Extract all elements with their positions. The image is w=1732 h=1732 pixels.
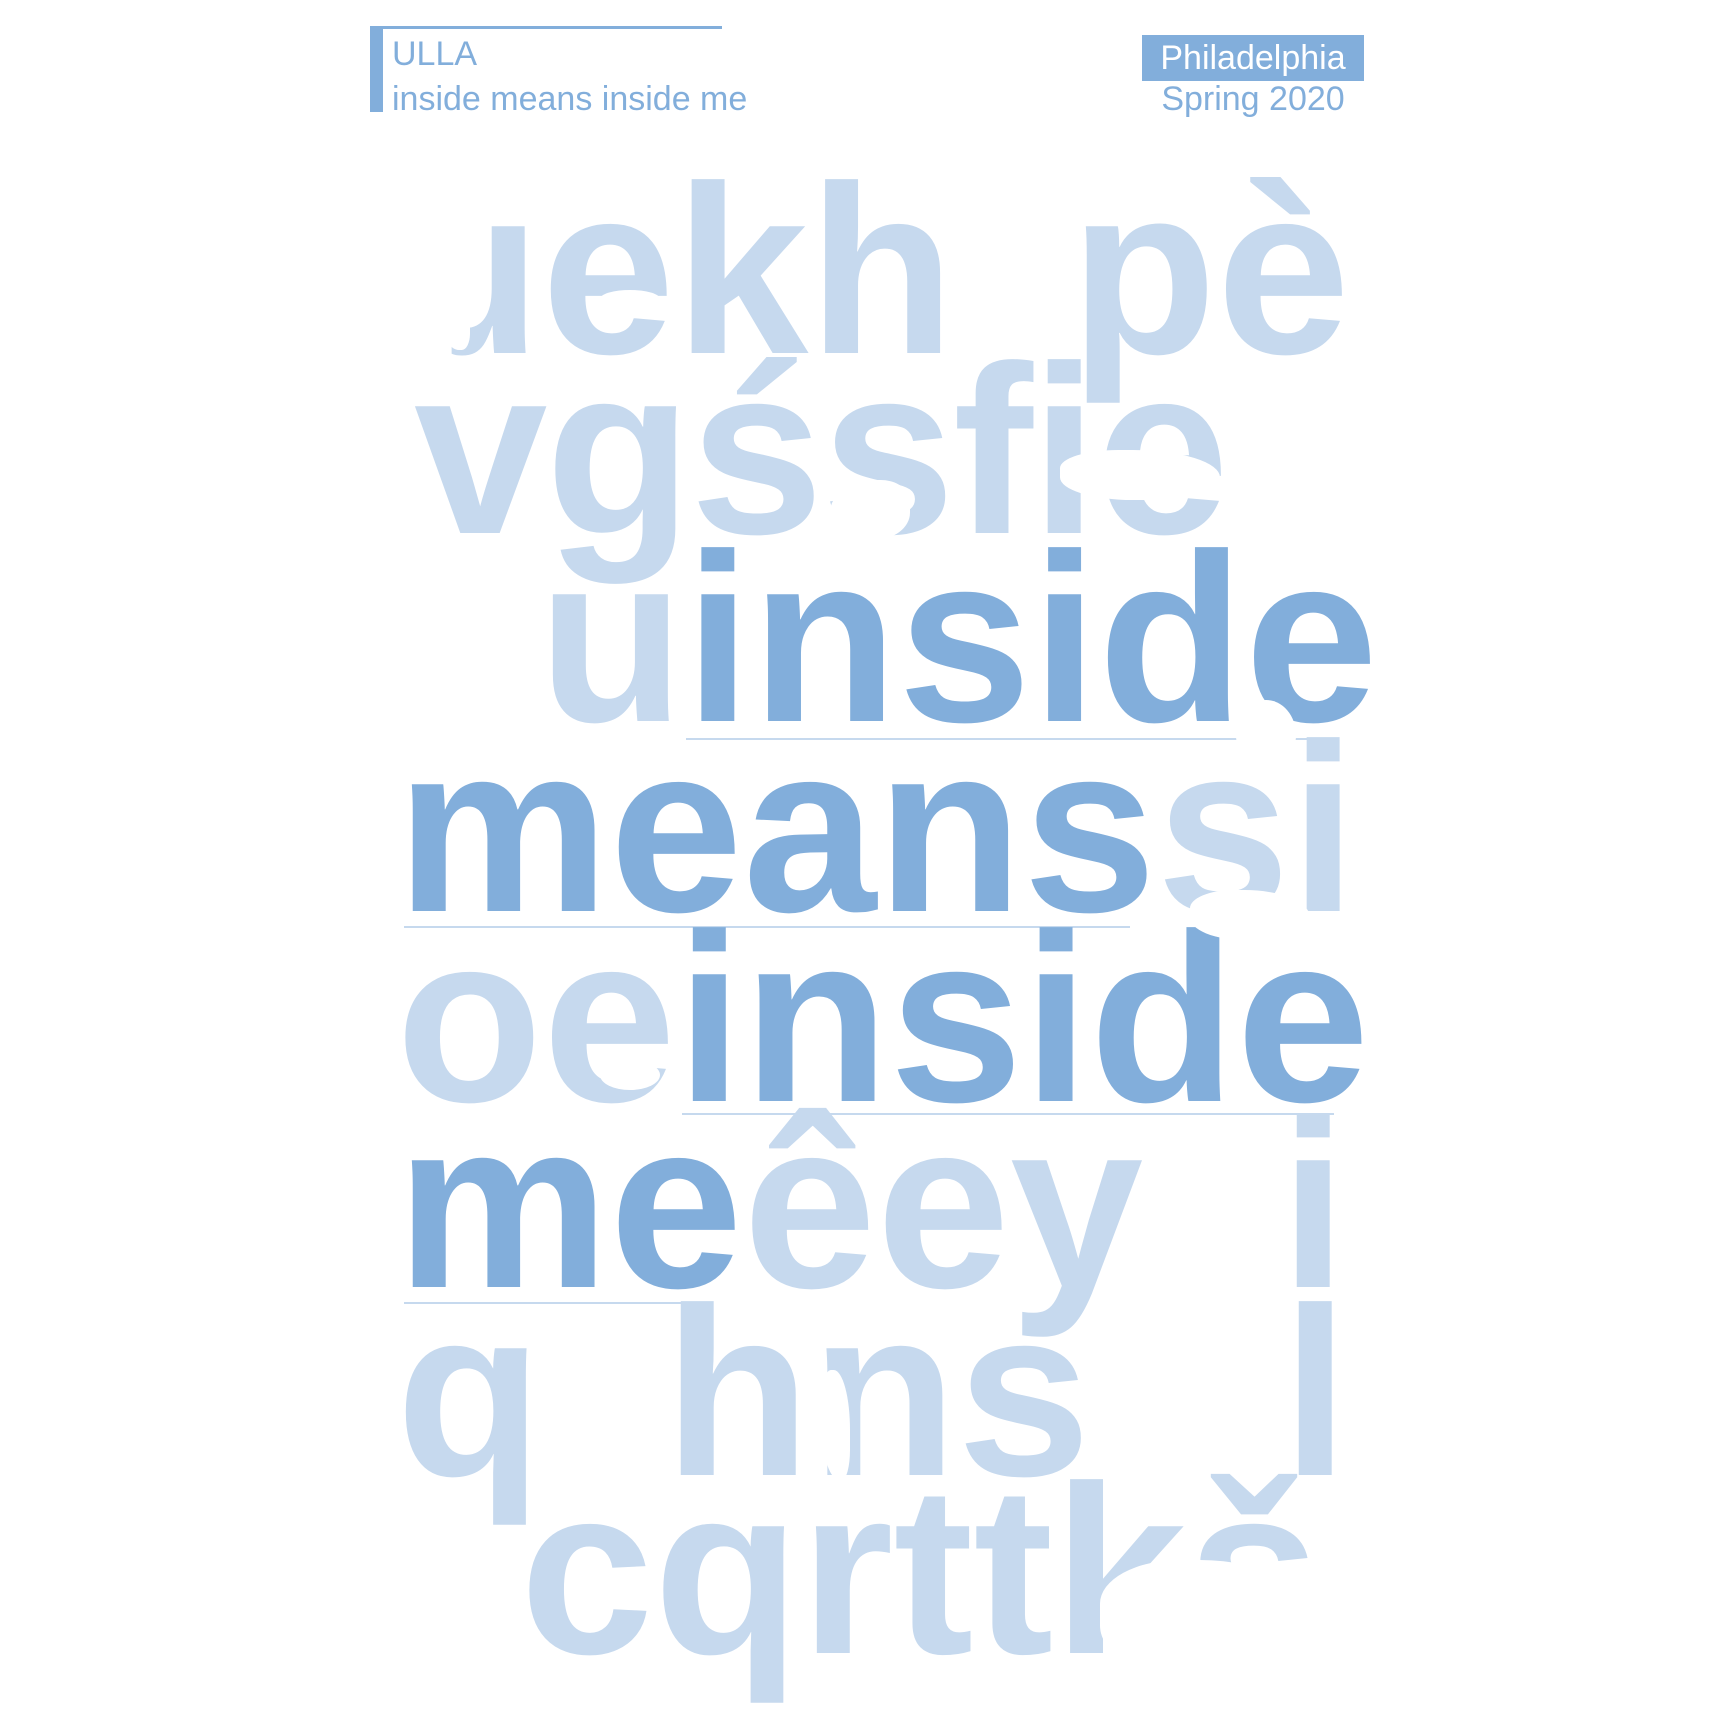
type-row-6-tail-text: i bbox=[1280, 1070, 1347, 1338]
type-row-3-prefix: u bbox=[538, 504, 685, 772]
underline-inside-1 bbox=[686, 738, 1338, 740]
type-row-6-tail: i bbox=[1280, 1084, 1347, 1324]
type-row-6: meêey bbox=[396, 1084, 1143, 1324]
type-row-7-text-a: q bbox=[396, 1258, 543, 1526]
type-row-7a: q bbox=[396, 1272, 543, 1512]
tear-patch bbox=[600, 1060, 660, 1090]
type-row-1-text-b: pè bbox=[1070, 136, 1351, 404]
city-label: Philadelphia bbox=[1142, 35, 1364, 81]
header-left: ULLA inside means inside me bbox=[370, 26, 747, 118]
type-row-1b: pè bbox=[1070, 150, 1350, 390]
header-rule-side bbox=[370, 26, 383, 112]
type-row-1-text-a: ɹekh bbox=[448, 136, 955, 404]
word-me: me bbox=[396, 1070, 743, 1338]
header-right: Philadelphia Spring 2020 bbox=[1142, 35, 1364, 121]
exhibition-title: inside means inside me bbox=[392, 80, 748, 118]
tear-patch bbox=[1190, 890, 1310, 940]
type-row-1: ɹekh bbox=[448, 150, 955, 390]
tear-patch bbox=[1236, 700, 1296, 770]
type-row-2-text: vgśsfie bbox=[414, 316, 1229, 584]
artist-name: ULLA bbox=[392, 35, 478, 73]
underline-means bbox=[404, 926, 1130, 928]
tear-patch bbox=[1100, 1560, 1320, 1680]
type-row-2: vgśsfie bbox=[414, 316, 1229, 584]
type-row-5-prefix: oe bbox=[396, 884, 677, 1152]
underline-inside-2 bbox=[682, 1113, 1334, 1115]
type-row-6-suffix: êey bbox=[742, 1070, 1144, 1338]
header-rule-top bbox=[370, 26, 722, 29]
type-row-7c: l bbox=[1282, 1272, 1349, 1512]
tear-patch bbox=[600, 290, 660, 308]
type-row-7-text-b: hns bbox=[664, 1258, 1091, 1526]
season-label: Spring 2020 bbox=[1161, 80, 1345, 118]
type-row-7-text-c: l bbox=[1282, 1258, 1349, 1526]
tear-patch bbox=[830, 480, 910, 540]
word-means: means bbox=[396, 694, 1157, 962]
type-row-3: uinside bbox=[538, 518, 1378, 758]
underline-me bbox=[404, 1302, 700, 1304]
type-row-7b: hns bbox=[664, 1272, 1091, 1512]
tear-patch bbox=[1060, 450, 1220, 500]
